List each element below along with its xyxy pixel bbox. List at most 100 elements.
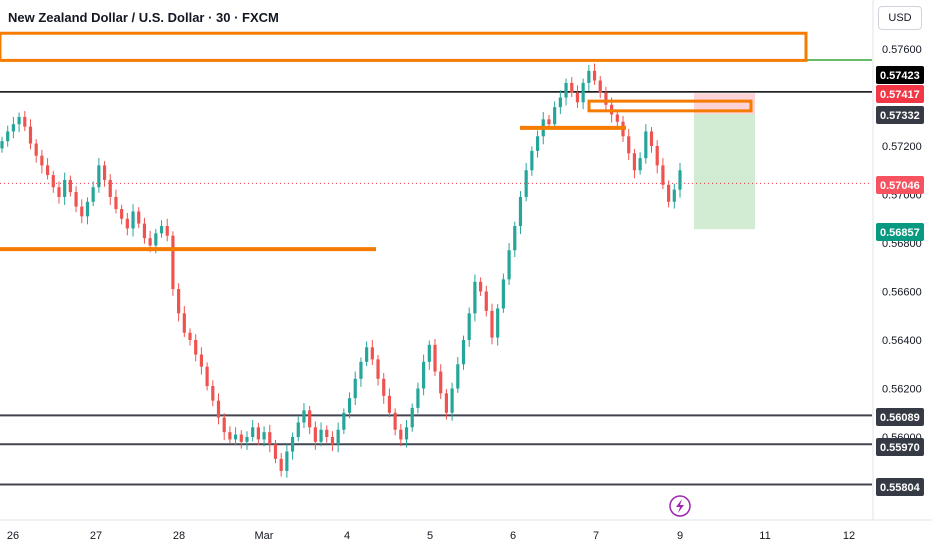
price-tag bbox=[876, 66, 924, 84]
candle-body bbox=[524, 170, 528, 197]
candle-body bbox=[382, 378, 386, 396]
x-tick-label: 27 bbox=[90, 530, 102, 542]
candle-body bbox=[68, 179, 72, 193]
candle-body bbox=[638, 158, 642, 171]
candle-body bbox=[473, 281, 477, 314]
candle-body bbox=[182, 313, 186, 333]
x-tick-label: 7 bbox=[593, 530, 599, 542]
currency-button[interactable]: USD bbox=[878, 6, 922, 30]
candle-body bbox=[57, 187, 61, 197]
candle-body bbox=[518, 196, 523, 227]
candle-body bbox=[547, 119, 551, 125]
price-tag bbox=[876, 106, 924, 124]
candle-body bbox=[296, 422, 300, 437]
orange-zone-box[interactable] bbox=[0, 31, 808, 62]
candle-body bbox=[74, 192, 78, 207]
x-tick-label: 9 bbox=[677, 530, 683, 542]
candle-body bbox=[393, 412, 397, 430]
candle-body bbox=[273, 444, 278, 459]
x-tick-label: 11 bbox=[759, 530, 770, 542]
price-tag bbox=[876, 223, 924, 241]
candle-body bbox=[131, 211, 135, 229]
x-tick-label: 28 bbox=[173, 530, 185, 542]
candle-body bbox=[188, 332, 192, 340]
candle-body bbox=[581, 82, 585, 103]
x-tick-label: 12 bbox=[843, 530, 855, 542]
candle-body bbox=[496, 308, 500, 338]
candle-body bbox=[17, 116, 21, 125]
candle-body bbox=[598, 80, 602, 93]
candle-body bbox=[422, 361, 426, 389]
candle-body bbox=[6, 131, 10, 142]
candle-body bbox=[353, 378, 357, 399]
position-stop-zone[interactable] bbox=[694, 93, 755, 114]
candle-body bbox=[615, 114, 619, 122]
candle-body bbox=[125, 218, 129, 229]
candle-body bbox=[194, 340, 198, 355]
candle-body bbox=[97, 165, 101, 188]
candle-body bbox=[325, 429, 329, 437]
chart-title: New Zealand Dollar / U.S. Dollar · 30 · … bbox=[8, 10, 279, 25]
x-tick-label: 4 bbox=[344, 530, 350, 542]
price-tag-label: 0.57423 bbox=[880, 70, 920, 82]
candle-body bbox=[313, 427, 317, 442]
candle-body bbox=[319, 429, 323, 442]
price-tag bbox=[876, 176, 924, 194]
candle-body bbox=[490, 310, 494, 338]
candle-body bbox=[148, 238, 152, 246]
candle-body bbox=[359, 361, 363, 379]
candle-body bbox=[427, 344, 431, 362]
price-tag-label: 0.56089 bbox=[880, 412, 920, 424]
candle-body bbox=[142, 223, 147, 239]
candle-body bbox=[137, 211, 141, 224]
orange-zone-box[interactable] bbox=[587, 99, 753, 113]
price-tag-label: 0.55804 bbox=[880, 482, 921, 494]
candle-body bbox=[439, 371, 443, 394]
price-tag-label: 0.55970 bbox=[880, 442, 920, 454]
position-target-zone[interactable] bbox=[694, 113, 755, 230]
price-tag bbox=[876, 478, 924, 496]
candle-body bbox=[302, 410, 306, 423]
candle-body bbox=[11, 124, 15, 132]
x-tick-label: Mar bbox=[255, 530, 274, 542]
y-tick-label: 0.56400 bbox=[882, 335, 922, 347]
candle-body bbox=[513, 226, 517, 251]
candle-body bbox=[632, 153, 637, 171]
candle-body bbox=[28, 126, 33, 144]
candle-body bbox=[387, 395, 392, 413]
candle-body bbox=[40, 155, 44, 166]
candle-body bbox=[644, 131, 648, 159]
candle-body bbox=[205, 366, 209, 387]
candle-body bbox=[404, 427, 409, 440]
candle-body bbox=[484, 291, 488, 311]
candle-body bbox=[450, 388, 454, 413]
candle-body bbox=[570, 82, 574, 93]
price-tag-label: 0.56857 bbox=[880, 227, 920, 239]
price-tag bbox=[876, 408, 924, 426]
candle-body bbox=[433, 344, 437, 372]
y-tick-label: 0.56600 bbox=[882, 287, 922, 299]
candle-body bbox=[308, 410, 312, 428]
candle-body bbox=[199, 354, 204, 367]
candle-body bbox=[553, 107, 557, 125]
y-tick-label: 0.57200 bbox=[882, 141, 922, 153]
candle-body bbox=[85, 201, 90, 217]
candle-body bbox=[23, 116, 27, 127]
candle-body bbox=[80, 206, 84, 217]
lightning-bolt-icon[interactable] bbox=[669, 495, 691, 517]
candle-body bbox=[370, 347, 374, 360]
candle-body bbox=[108, 179, 112, 197]
candle-body bbox=[649, 131, 654, 146]
candle-body bbox=[655, 146, 659, 166]
candle-body bbox=[507, 250, 511, 280]
y-tick-label: 0.57600 bbox=[882, 44, 922, 56]
candle-body bbox=[587, 70, 591, 83]
candle-body bbox=[444, 393, 449, 413]
candle-body bbox=[120, 209, 124, 219]
price-tag bbox=[876, 438, 924, 456]
candle-body bbox=[672, 189, 676, 202]
candle-body bbox=[34, 143, 38, 156]
candle-body bbox=[376, 359, 380, 379]
